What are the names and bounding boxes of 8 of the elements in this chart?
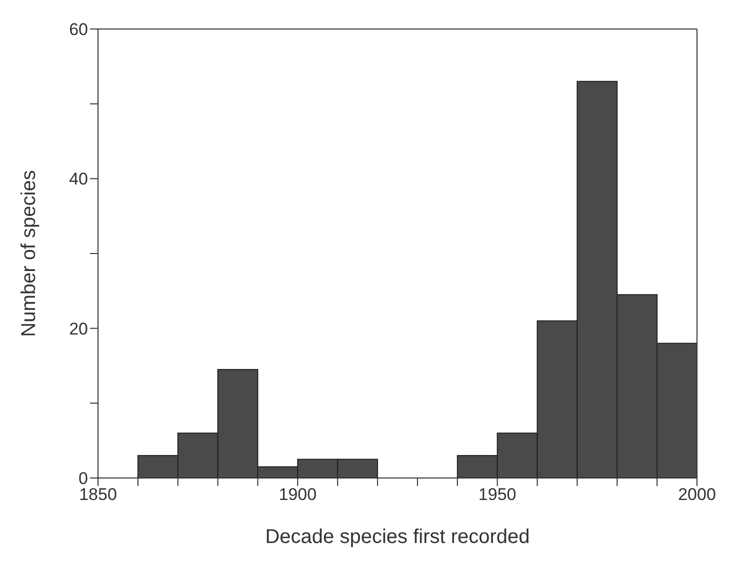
y-tick-label: 40 [69,170,88,189]
y-tick-label: 20 [69,319,88,338]
x-tick-label: 1900 [278,485,317,504]
x-axis-title: Decade species first recorded [265,526,530,548]
y-axis-title: Number of species [18,170,40,337]
x-tick-label: 2000 [678,485,716,504]
y-tick-label: 60 [69,20,88,40]
x-tick-label: 1950 [478,485,516,504]
